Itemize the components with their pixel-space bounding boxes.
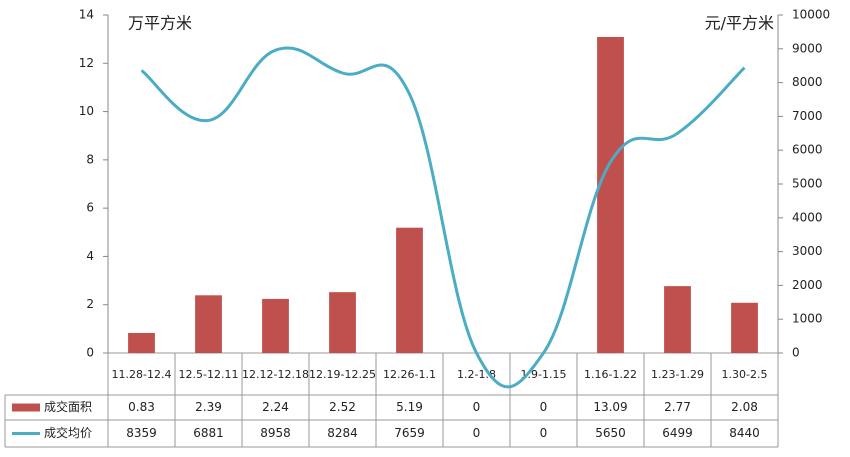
x-tick-label: 1.16-1.22 [584,368,637,381]
x-tick-label: 11.28-12.4 [112,368,172,381]
table-value: 8440 [729,426,760,440]
table-value: 5.19 [396,400,423,414]
table-value: 2.39 [195,400,222,414]
x-tick-label: 1.30-2.5 [722,368,768,381]
y2-tick-label: 10000 [792,8,830,22]
table-value: 8284 [327,426,358,440]
table-value: 7659 [394,426,425,440]
table-value: 13.09 [593,400,627,414]
bar [329,292,356,353]
legend-label: 成交均价 [44,425,92,440]
y2-tick-label: 3000 [792,244,823,258]
y2-tick-label: 1000 [792,312,823,326]
y2-tick-label: 8000 [792,75,823,89]
table-value: 0 [473,400,481,414]
table-value: 6881 [193,426,224,440]
table-value: 0 [540,426,548,440]
table-value: 0 [540,400,548,414]
bar [597,36,624,353]
table-value: 8359 [126,426,157,440]
x-tick-label: 1.23-1.29 [651,368,704,381]
table-value: 8958 [260,426,291,440]
x-tick-label: 12.12-12.18 [242,368,309,381]
y2-tick-label: 5000 [792,177,823,191]
legend-swatch [12,403,40,412]
y2-tick-label: 4000 [792,210,823,224]
bar [262,298,289,353]
x-tick-label: 12.26-1.1 [383,368,436,381]
x-tick-label: 12.5-12.11 [179,368,239,381]
table-value: 5650 [595,426,626,440]
y2-tick-label: 2000 [792,278,823,292]
x-tick-label: 1.9-1.15 [521,368,567,381]
y-tick-label: 2 [86,297,94,311]
legend-label: 成交面积 [44,399,92,414]
table-value: 0.83 [128,400,155,414]
y2-axis-unit: 元/平方米 [705,14,774,33]
y-tick-label: 4 [86,249,94,263]
y2-tick-label: 6000 [792,143,823,157]
y2-tick-label: 0 [792,346,800,360]
table-value: 2.52 [329,400,356,414]
y-tick-label: 8 [86,152,94,166]
bar [731,302,758,353]
table-value: 2.77 [664,400,691,414]
table-value: 2.24 [262,400,289,414]
y-tick-label: 14 [79,8,94,22]
bar [195,295,222,353]
table-value: 2.08 [731,400,758,414]
table-value: 6499 [662,426,693,440]
table-value: 0 [473,426,481,440]
bar [664,286,691,353]
bar [128,332,155,353]
y2-tick-label: 7000 [792,109,823,123]
y-tick-label: 10 [79,104,94,118]
line [140,46,746,389]
bar [396,227,423,353]
y-tick-label: 12 [79,56,94,70]
x-tick-label: 12.19-12.25 [309,368,376,381]
y2-tick-label: 9000 [792,41,823,55]
y-tick-label: 0 [86,346,94,360]
y-axis-unit: 万平方米 [128,14,192,33]
y-tick-label: 6 [86,201,94,215]
